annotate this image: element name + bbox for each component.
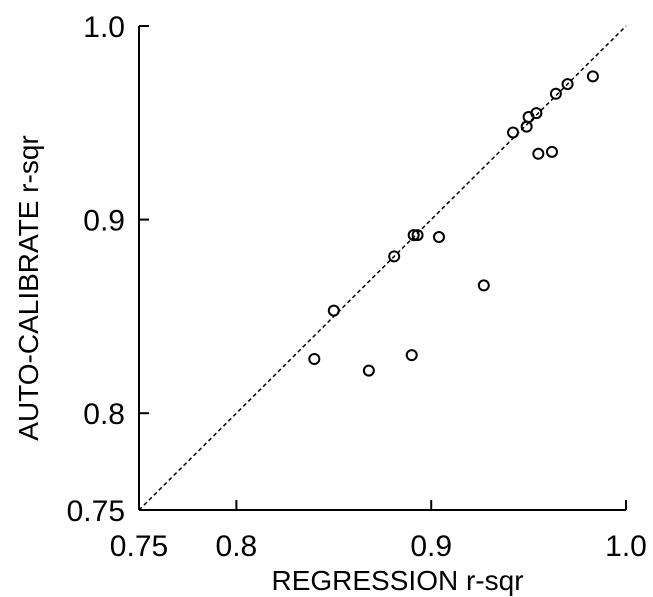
data-point	[530, 107, 543, 120]
data-point	[411, 229, 424, 242]
data-point	[407, 229, 420, 242]
data-point	[507, 126, 520, 139]
y-ticks: 0.75 0.8 0.9 1.0	[67, 11, 149, 528]
x-tick-label: 0.75	[110, 530, 168, 563]
y-tick-label: 0.9	[83, 205, 125, 238]
data-point	[405, 349, 418, 362]
y-axis-title: AUTO-CALIBRATE r-sqr	[13, 135, 44, 440]
x-axis-title: REGRESSION r-sqr	[271, 565, 523, 596]
x-tick-label: 0.8	[216, 530, 258, 563]
data-point	[388, 250, 401, 263]
reference-line	[138, 25, 627, 511]
y-tick-label: 0.8	[83, 398, 125, 431]
data-points	[308, 70, 599, 377]
data-point	[545, 145, 558, 158]
y-tick-label: 1.0	[83, 11, 125, 44]
data-point	[327, 304, 340, 317]
data-point	[520, 120, 533, 133]
data-point	[362, 364, 375, 377]
y-tick-label: 0.75	[67, 495, 125, 528]
x-tick-label: 1.0	[605, 530, 647, 563]
data-point	[308, 352, 321, 365]
data-point	[549, 87, 562, 100]
x-tick-label: 0.9	[410, 530, 452, 563]
data-point	[586, 70, 599, 83]
axes	[138, 26, 626, 511]
x-ticks: 0.75 0.8 0.9 1.0	[110, 500, 647, 563]
data-point	[432, 231, 445, 244]
data-point	[477, 279, 490, 292]
data-point	[532, 147, 545, 160]
data-point	[561, 78, 574, 91]
